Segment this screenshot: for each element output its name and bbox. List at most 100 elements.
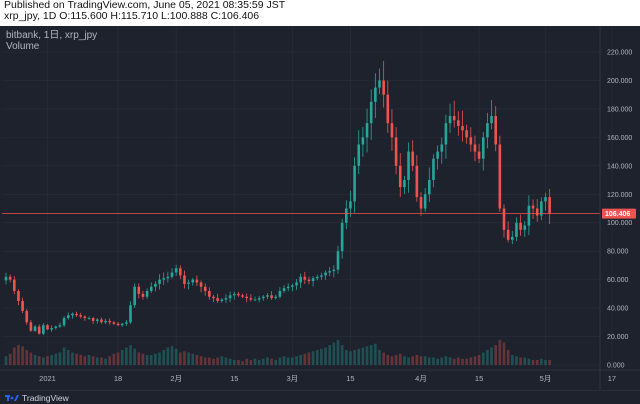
volume-bar <box>398 353 402 365</box>
y-tick-label: 20.000 <box>607 334 629 341</box>
candle <box>311 278 315 282</box>
candle <box>461 125 464 131</box>
candle <box>249 298 253 300</box>
volume-bar <box>282 356 286 365</box>
candle <box>374 87 377 102</box>
volume-bar <box>58 352 62 365</box>
volume-bar <box>494 345 497 365</box>
candle <box>540 201 543 216</box>
candle <box>428 180 431 195</box>
volume-bar <box>469 357 473 365</box>
candle <box>179 268 182 276</box>
volume-bar <box>423 356 427 365</box>
volume-bar <box>112 353 116 365</box>
volume-bar <box>270 358 273 365</box>
candle <box>203 286 207 292</box>
candle <box>158 279 161 284</box>
candle <box>519 222 522 230</box>
volume-bar <box>415 355 419 365</box>
candle <box>469 137 473 145</box>
volume-bar <box>245 358 248 365</box>
volume-bar <box>436 358 439 365</box>
candle <box>37 326 41 334</box>
candle <box>232 293 236 296</box>
volume-bar <box>33 355 37 365</box>
volume-bar <box>506 350 510 365</box>
volume-bar <box>349 351 352 365</box>
volume-bar <box>419 356 423 365</box>
y-tick-label: 100.000 <box>607 220 632 227</box>
candle <box>266 295 269 297</box>
volume-bar <box>154 353 157 365</box>
volume-bar <box>490 347 493 365</box>
candle <box>481 137 485 159</box>
chart-area[interactable]: 0.000 20.000 40.000 60.000 80.000 100.000 120.… <box>0 26 640 390</box>
volume-bar <box>340 345 344 365</box>
chart-legend: bitbank, 1日, xrp_jpy Volume <box>6 30 97 52</box>
candle <box>199 282 203 287</box>
volume-bar <box>407 357 410 365</box>
candle <box>357 144 361 166</box>
volume-bar <box>133 348 136 365</box>
volume-bar <box>162 350 165 365</box>
volume-bar <box>411 356 414 365</box>
candle <box>365 123 369 138</box>
volume-bar <box>145 355 149 365</box>
volume-bar <box>100 357 103 365</box>
candle <box>166 276 170 279</box>
x-tick-label: 2021 <box>39 374 56 383</box>
candle <box>91 318 95 321</box>
x-tick-label: 4月 <box>415 374 427 383</box>
volume-bar <box>4 356 8 365</box>
candle <box>154 283 157 287</box>
candle <box>535 208 539 216</box>
candle <box>191 279 195 283</box>
candle <box>299 276 302 283</box>
symbol-legend[interactable]: bitbank, 1日, xrp_jpy <box>6 30 98 41</box>
candle <box>100 319 103 323</box>
volume-bar <box>432 357 435 365</box>
volume-bar <box>378 350 381 365</box>
candle <box>137 286 141 294</box>
volume-bar <box>477 355 481 365</box>
volume-bar <box>357 348 361 365</box>
candle <box>228 295 232 299</box>
candle <box>13 279 16 292</box>
candle <box>245 296 248 299</box>
candle <box>411 151 414 166</box>
volume-bar <box>361 347 365 365</box>
candle <box>8 276 12 280</box>
candle <box>4 276 8 281</box>
volume-bar <box>25 350 29 365</box>
volume-bar <box>440 357 444 365</box>
price-chart[interactable]: 0.000 20.000 40.000 60.000 80.000 100.000 120.… <box>0 26 640 390</box>
price-axis[interactable]: 0.000 20.000 40.000 60.000 80.000 100.000 120.… <box>599 26 636 390</box>
volume-bar <box>79 355 82 365</box>
time-axis[interactable]: 2021182月153月154月155月176月 <box>0 369 640 383</box>
volume-bar <box>108 356 112 365</box>
volume-bar <box>249 360 253 365</box>
candle <box>286 286 290 289</box>
volume-bar <box>216 357 219 365</box>
volume-bar <box>232 360 236 365</box>
x-tick-label: 15 <box>230 374 238 383</box>
volume-bar <box>486 350 489 365</box>
candle <box>382 80 385 95</box>
candle <box>145 291 149 297</box>
volume-bar <box>183 351 186 365</box>
candle <box>436 151 439 159</box>
tradingview-logo[interactable]: TradingView <box>5 392 69 404</box>
candle <box>212 296 215 299</box>
candle <box>324 272 327 276</box>
candle <box>486 123 489 138</box>
volume-bar <box>535 360 539 365</box>
volume-bar <box>195 355 199 365</box>
y-tick-label: 180.000 <box>607 106 632 113</box>
volume-bar <box>116 352 120 365</box>
volume-legend[interactable]: Volume <box>6 41 40 52</box>
y-tick-label: 0.000 <box>607 363 625 370</box>
candle <box>361 137 365 145</box>
candle <box>112 322 116 324</box>
volume-bar <box>212 358 215 365</box>
volume-bar <box>62 347 66 365</box>
